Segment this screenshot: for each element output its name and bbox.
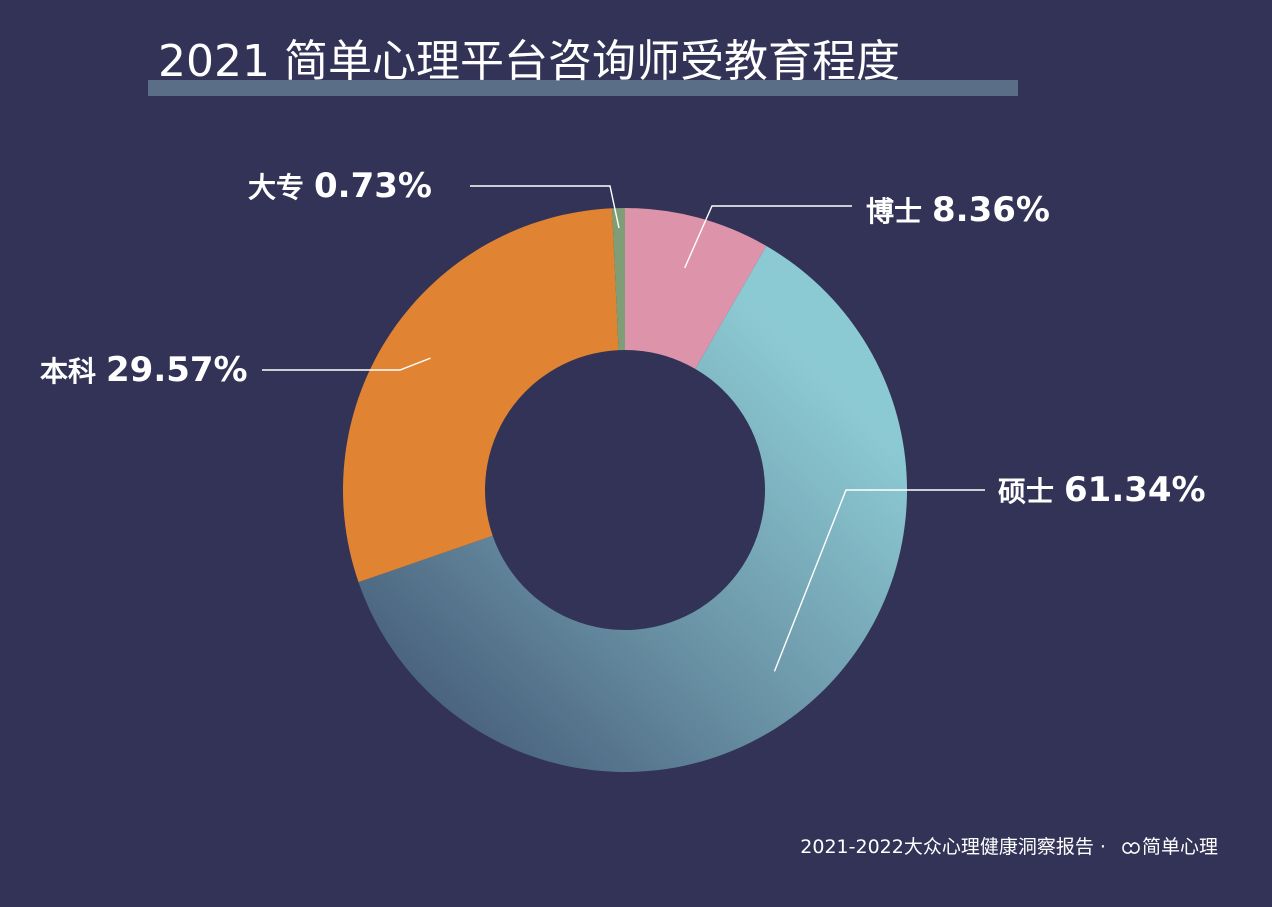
leader-line bbox=[773, 489, 985, 672]
leader-line bbox=[470, 185, 620, 229]
slice-name: 博士 bbox=[866, 195, 923, 228]
slice-label-associate: 大专 0.73% bbox=[248, 166, 432, 206]
slice-label-bachelor: 本科 29.57% bbox=[40, 350, 248, 390]
footer-text: 2021-2022大众心理健康洞察报告 · bbox=[800, 836, 1112, 858]
brand-logo-icon bbox=[1122, 841, 1140, 854]
title-underline-bar bbox=[148, 80, 1018, 96]
slice-value: 0.73% bbox=[314, 166, 432, 206]
slice-bachelor bbox=[343, 208, 619, 583]
footer-brand: 简单心理 bbox=[1141, 836, 1218, 858]
leader-line bbox=[684, 205, 852, 269]
slice-value: 8.36% bbox=[932, 190, 1050, 230]
slice-label-phd: 博士 8.36% bbox=[866, 190, 1050, 230]
slice-label-master: 硕士 61.34% bbox=[998, 470, 1206, 510]
slice-phd bbox=[625, 208, 767, 369]
slice-name: 本科 bbox=[40, 355, 97, 388]
slice-associate bbox=[612, 208, 625, 351]
slice-value: 61.34% bbox=[1064, 470, 1206, 510]
slice-value: 29.57% bbox=[106, 350, 248, 390]
leader-line bbox=[262, 357, 431, 371]
slice-name: 大专 bbox=[248, 171, 305, 204]
footer-source: 2021-2022大众心理健康洞察报告 · 简单心理 bbox=[800, 832, 1218, 859]
slice-name: 硕士 bbox=[998, 475, 1055, 508]
chart-title: 2021 简单心理平台咨询师受教育程度 bbox=[158, 36, 900, 87]
slice-master bbox=[358, 246, 908, 772]
